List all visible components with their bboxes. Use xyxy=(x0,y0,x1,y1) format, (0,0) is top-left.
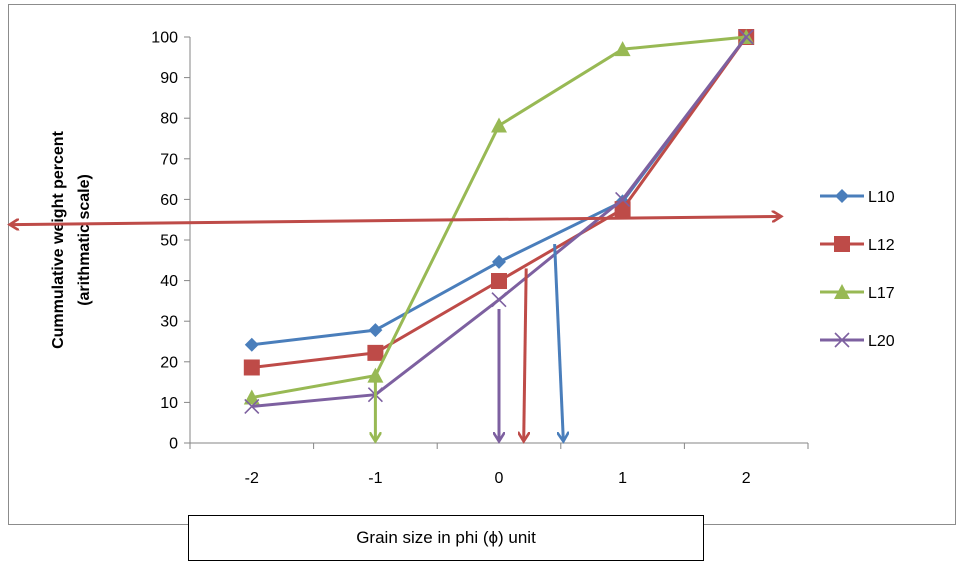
marker-x xyxy=(491,292,507,308)
y-tick-label: 70 xyxy=(160,151,178,168)
down-arrow xyxy=(524,268,526,439)
x-tick-label: 1 xyxy=(618,470,627,487)
marker-triangle xyxy=(243,389,260,405)
x-tick-label: -1 xyxy=(368,470,382,487)
marker-square xyxy=(243,359,260,376)
y-tick-label: 0 xyxy=(169,436,178,453)
y-axis-title-line: (arithmatic scale) xyxy=(76,174,93,306)
marker-square xyxy=(367,344,384,361)
marker-square xyxy=(834,236,850,252)
legend-label: L12 xyxy=(868,237,895,254)
y-tick-label: 100 xyxy=(151,30,178,47)
y-tick-label: 60 xyxy=(160,192,178,209)
y-tick-label: 50 xyxy=(160,233,178,250)
legend-label: L10 xyxy=(868,189,895,206)
marker-triangle xyxy=(367,367,384,383)
marker-x xyxy=(834,332,850,348)
marker-triangle xyxy=(614,41,631,57)
x-tick-label: 0 xyxy=(495,470,504,487)
legend: L10 L12 L17 L20 xyxy=(820,189,895,350)
horizontal-arrow xyxy=(12,216,779,224)
marker-diamond xyxy=(492,254,506,269)
x-axis-title-text: Grain size in phi (ϕ) unit xyxy=(356,528,536,547)
chart-frame xyxy=(8,4,956,525)
x-tick-label: 2 xyxy=(742,470,751,487)
marker-triangle xyxy=(491,117,507,133)
y-tick-label: 10 xyxy=(160,395,178,412)
legend-label: L17 xyxy=(868,285,895,302)
x-tick-label: -2 xyxy=(245,470,259,487)
marker-x xyxy=(244,398,260,415)
y-tick-label: 30 xyxy=(160,314,178,331)
y-tick-label: 20 xyxy=(160,354,178,371)
legend-item-l20: L20 xyxy=(820,332,895,350)
legend-item-l12: L12 xyxy=(820,236,895,254)
marker-x xyxy=(738,29,754,45)
y-tick-label: 40 xyxy=(160,273,178,290)
marker-diamond xyxy=(368,323,383,338)
y-axis-title-line: Cummulative weight percent xyxy=(50,130,67,348)
down-arrow xyxy=(553,243,564,439)
series-l17 xyxy=(243,29,755,405)
legend-item-l10: L10 xyxy=(820,189,895,206)
marker-diamond xyxy=(244,337,259,352)
y-axis-title: Cummulative weight percent (arithmatic sc… xyxy=(50,130,93,348)
marker-diamond xyxy=(835,189,849,203)
y-tick-label: 80 xyxy=(160,111,178,128)
series-l10 xyxy=(244,30,754,352)
y-tick-label: 90 xyxy=(160,70,178,87)
marker-x xyxy=(615,191,631,207)
marker-square xyxy=(491,273,507,290)
legend-label: L20 xyxy=(868,333,895,350)
legend-item-l17: L17 xyxy=(820,284,895,302)
marker-triangle xyxy=(834,284,850,299)
x-axis-title: Grain size in phi (ϕ) unit xyxy=(188,515,704,561)
